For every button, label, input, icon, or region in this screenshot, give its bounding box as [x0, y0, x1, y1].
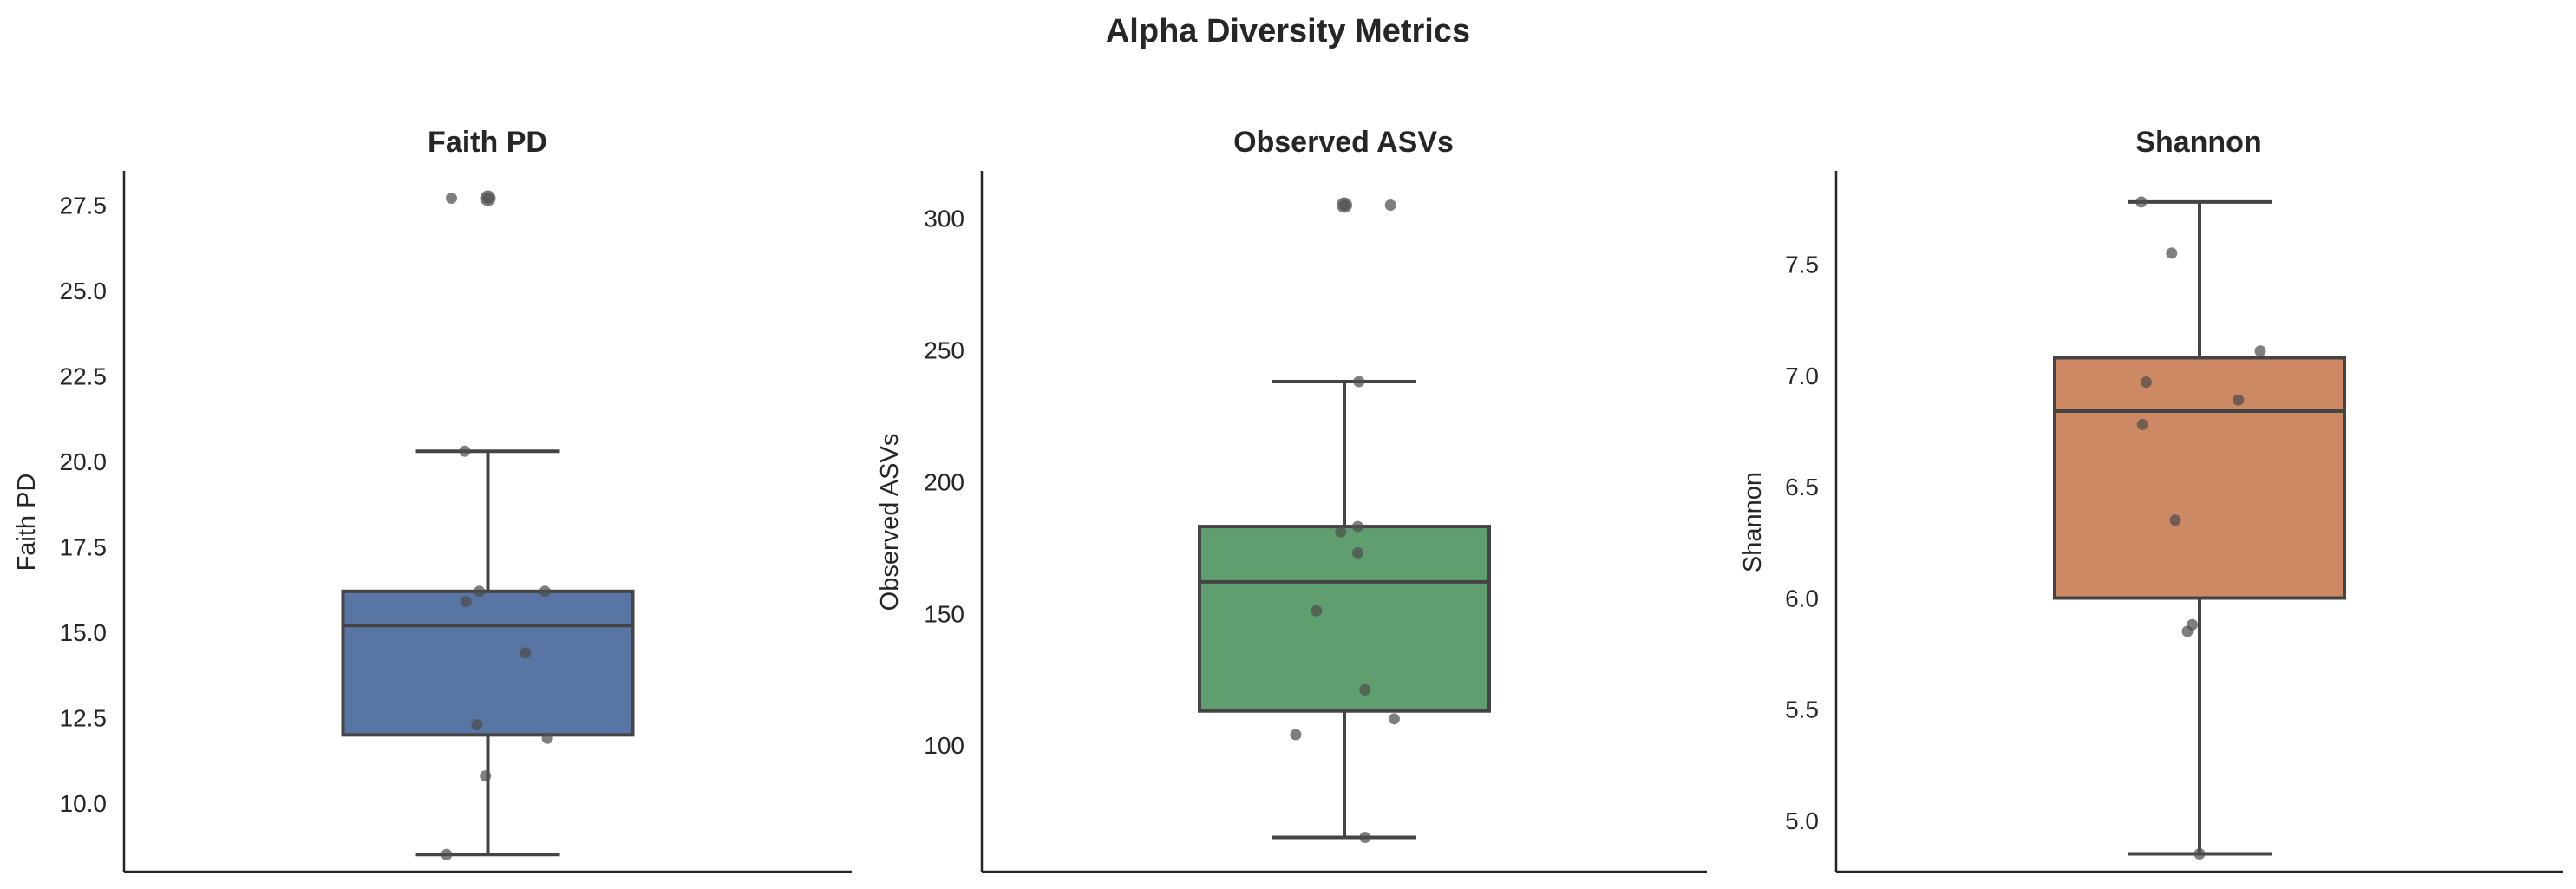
- faith-pd-sample-point: [541, 732, 553, 744]
- observed-asvs-y-tick-label: 150: [924, 600, 964, 627]
- observed-asvs-sample-point: [1351, 546, 1363, 559]
- observed-asvs-sample-point: [1388, 713, 1400, 725]
- faith-pd-sample-point: [520, 647, 532, 659]
- shannon-y-tick-label: 6.0: [1785, 585, 1819, 611]
- faith-pd-sample-point: [471, 719, 483, 731]
- faith-pd-sample-point: [480, 770, 492, 782]
- observed-asvs-sample-point: [1338, 199, 1350, 211]
- faith-pd-sample-point: [539, 585, 551, 598]
- faith-pd-y-tick-label: 20.0: [60, 448, 108, 475]
- shannon-box: [2053, 356, 2346, 600]
- observed-asvs-sample-point: [1351, 520, 1363, 533]
- faith-pd-box: [341, 589, 635, 737]
- shannon-y-tick-label: 5.5: [1785, 696, 1819, 723]
- figure-title: Alpha Diversity Metrics: [1106, 13, 1470, 49]
- faith-pd-y-tick-label: 17.5: [60, 534, 108, 561]
- shannon-sample-point: [2166, 247, 2178, 259]
- observed-asvs-sample-point: [1311, 605, 1323, 617]
- shannon-sample-point: [2169, 514, 2181, 526]
- faith-pd-sample-point: [474, 585, 486, 598]
- shannon-y-tick-label: 6.5: [1785, 474, 1819, 500]
- shannon-sample-point: [2140, 376, 2152, 389]
- observed-asvs-y-tick-label: 200: [924, 468, 964, 495]
- shannon-y-tick-label: 7.0: [1785, 363, 1819, 389]
- faith-pd-y-tick-label: 10.0: [60, 790, 108, 817]
- shannon-title: Shannon: [2135, 126, 2261, 159]
- faith-pd-sample-point: [446, 193, 457, 205]
- shannon-sample-point: [2181, 625, 2194, 637]
- faith-pd-y-tick-label: 27.5: [60, 192, 108, 219]
- shannon-sample-point: [2136, 418, 2148, 430]
- observed-asvs-panel: Observed ASVs Observed ASVs 100 150 200 250…: [876, 126, 1707, 873]
- observed-asvs-sample-point: [1335, 526, 1347, 538]
- shannon-sample-point: [2254, 345, 2266, 357]
- observed-asvs-sample-point: [1353, 376, 1365, 388]
- observed-asvs-sample-point: [1290, 729, 1302, 741]
- faith-pd-y-tick-label: 22.5: [60, 363, 108, 389]
- observed-asvs-sample-point: [1359, 683, 1371, 696]
- faith-pd-y-tick-label: 25.0: [60, 278, 108, 304]
- observed-asvs-y-label: Observed ASVs: [876, 434, 904, 611]
- shannon-y-label: Shannon: [1739, 472, 1767, 572]
- observed-asvs-sample-point: [1384, 199, 1396, 211]
- observed-asvs-sample-point: [1359, 832, 1371, 844]
- observed-asvs-box: [1198, 525, 1491, 713]
- faith-pd-sample-point: [482, 193, 494, 205]
- faith-pd-y-tick-label: 15.0: [60, 619, 108, 646]
- faith-pd-y-tick-label: 12.5: [60, 705, 108, 732]
- shannon-y-tick-label: 5.0: [1785, 807, 1819, 834]
- faith-pd-sample-point: [459, 445, 471, 457]
- shannon-sample-point: [2233, 394, 2245, 406]
- faith-pd-title: Faith PD: [428, 126, 547, 159]
- shannon-y-tick-label: 7.5: [1785, 252, 1819, 278]
- shannon-panel: Shannon Shannon 5.0 5.5 6.0 6.5 7.0 7.5: [1739, 126, 2563, 873]
- observed-asvs-y-tick-label: 300: [924, 206, 964, 232]
- faith-pd-sample-point: [441, 848, 453, 860]
- faith-pd-sample-point: [460, 596, 472, 608]
- observed-asvs-y-tick-label: 100: [924, 732, 964, 759]
- observed-asvs-title: Observed ASVs: [1233, 126, 1454, 159]
- shannon-sample-point: [2135, 196, 2148, 208]
- faith-pd-y-label: Faith PD: [13, 474, 41, 572]
- observed-asvs-y-tick-label: 250: [924, 337, 964, 364]
- faith-pd-panel: Faith PD Faith PD 10.0 12.5 15.0 17.5 20.0 22…: [13, 126, 852, 873]
- shannon-sample-point: [2194, 847, 2206, 860]
